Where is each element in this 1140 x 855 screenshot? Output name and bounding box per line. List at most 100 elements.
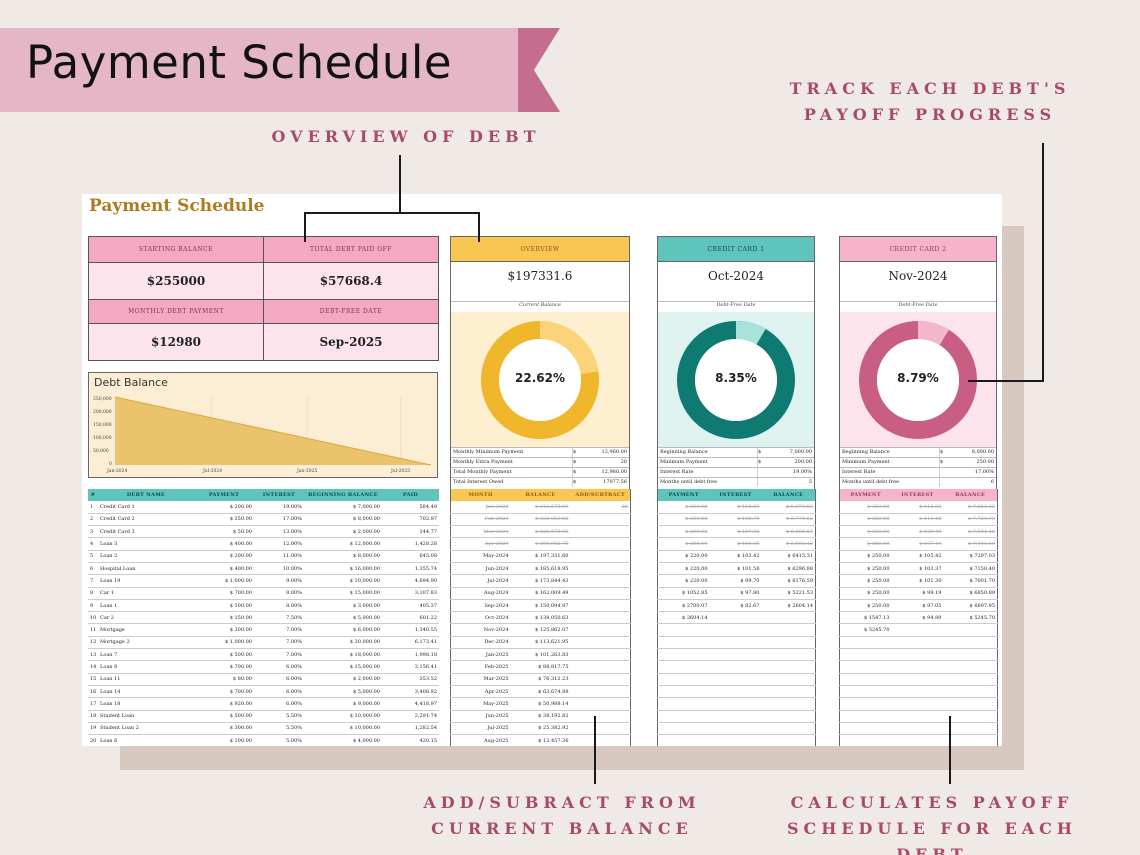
- table-cell: $ 250.00: [839, 599, 892, 613]
- sheet-title: Payment Schedule: [89, 196, 265, 216]
- table-cell: [891, 660, 944, 674]
- table-cell: 584.49: [382, 501, 439, 514]
- callout-line: [304, 212, 306, 242]
- column-header: BEGINNING BALANCE: [308, 492, 378, 498]
- debt-balance-chart-svg: 250,000 200,000 150,000 100,000 50,000 0…: [93, 396, 432, 474]
- table-cell: $ 7297.03: [943, 550, 998, 563]
- table-cell[interactable]: [570, 734, 631, 746]
- table-cell: 12: [88, 636, 98, 650]
- table-row: $ 200.00 $ 105.45 $ 6,592.12: [657, 537, 816, 551]
- table-cell: $ 82.67: [709, 599, 762, 613]
- callout-add: ADD/SUBRACT FROM CURRENT BALANCE: [412, 790, 712, 842]
- table-cell: [839, 673, 892, 686]
- table-cell[interactable]: [570, 710, 631, 723]
- table-cell: 645.08: [382, 550, 439, 563]
- total-paid-label: TOTAL DEBT PAID OFF: [263, 236, 439, 263]
- table-cell: $ 38,192.82: [510, 710, 571, 723]
- table-cell: [709, 673, 762, 686]
- table-cell: $ 7001.70: [943, 574, 998, 588]
- table-row: $ 250.00 $ 111.40 $ 7,724.73: [839, 513, 998, 527]
- credit-card-1-panel: CREDIT CARD 1 Oct-2024 Debt-Free Date 8.…: [657, 236, 815, 490]
- stat-currency: $: [758, 449, 762, 455]
- table-cell: Nov-2024: [450, 623, 511, 637]
- table-cell: $ 3,000.00: [304, 599, 382, 613]
- table-row: May-2024 $ 197,331.60: [450, 550, 631, 563]
- table-cell: $ 101.30: [891, 574, 944, 588]
- table-cell[interactable]: [570, 660, 631, 674]
- table-cell: [839, 722, 892, 736]
- x-tick-label: Jan-2025: [296, 468, 317, 474]
- spreadsheet: Payment Schedule STARTING BALANCE TOTAL …: [82, 194, 1002, 746]
- table-cell: [891, 734, 944, 746]
- table-cell[interactable]: [570, 537, 631, 551]
- table-row: [657, 697, 816, 711]
- month-table-header: MONTH BALANCE ADD/SUBTRACT: [450, 489, 631, 501]
- table-cell: Aug-2024: [450, 587, 511, 600]
- table-row: Jan-2024 $ 243,575.09 20: [450, 501, 631, 514]
- table-cell[interactable]: [570, 562, 631, 576]
- table-row: 1 Credit Card 1 $ 200.00 19.00% $ 7,000.00 58…: [88, 501, 439, 514]
- title-banner: [0, 28, 528, 112]
- table-cell: 15: [88, 673, 98, 686]
- stat-row: Minimum Payment $200.00: [658, 457, 814, 467]
- table-row: [839, 710, 998, 723]
- table-cell: [891, 648, 944, 662]
- table-cell: $ 101.58: [709, 562, 762, 576]
- table-cell: $ 200.00: [657, 525, 710, 539]
- table-cell: $ 2604.14: [657, 611, 710, 625]
- table-cell: $ 107.02: [709, 525, 762, 539]
- debt-free-value: Sep-2025: [263, 323, 439, 361]
- table-cell: [761, 636, 816, 650]
- table-cell: $ 50.00: [194, 525, 254, 539]
- table-row: $ 220.00 $ 101.58 $ 6296.88: [657, 562, 816, 576]
- table-row: 4 Loan 3 $ 400.00 12.00% $ 12,000.00 1,428.28: [88, 537, 439, 551]
- table-cell[interactable]: [570, 722, 631, 736]
- table-cell: [657, 722, 710, 736]
- table-cell[interactable]: [570, 550, 631, 563]
- table-cell[interactable]: [570, 513, 631, 527]
- table-row: 8 Car 1 $ 700.00 8.00% $ 15,000.00 3,107.83: [88, 587, 439, 600]
- table-cell[interactable]: [570, 623, 631, 637]
- table-cell[interactable]: [570, 599, 631, 613]
- table-cell[interactable]: [570, 648, 631, 662]
- stat-label: Minimum Payment: [840, 458, 940, 467]
- table-cell: 16: [88, 685, 98, 699]
- table-cell[interactable]: [570, 587, 631, 600]
- table-cell: [761, 710, 816, 723]
- table-cell: $ 6176.59: [761, 574, 816, 588]
- table-cell: $ 250.00: [194, 513, 254, 527]
- table-cell: [891, 685, 944, 699]
- table-cell: $ 6296.88: [761, 562, 816, 576]
- column-header: BALANCE: [773, 492, 804, 498]
- table-cell: $ 80.00: [194, 673, 254, 686]
- table-row: $ 2604.14: [657, 611, 816, 625]
- table-cell[interactable]: [570, 673, 631, 686]
- table-cell[interactable]: [570, 685, 631, 699]
- table-row: 19 Student Loan 2 $ 300.00 5.50% $ 10,000.00…: [88, 722, 439, 736]
- table-cell[interactable]: [570, 697, 631, 711]
- table-cell: 9.00%: [254, 574, 304, 588]
- table-cell[interactable]: [570, 611, 631, 625]
- table-row: [657, 722, 816, 736]
- table-row: $ 250.00 $ 103.37 $ 7150.40: [839, 562, 998, 576]
- stat-value: 6: [990, 479, 994, 485]
- table-cell: $ 5245.70: [943, 611, 998, 625]
- overview-header: OVERVIEW: [451, 237, 629, 262]
- monthly-payment-value: $12980: [88, 323, 264, 361]
- table-cell[interactable]: [570, 574, 631, 588]
- table-cell: $ 105.45: [709, 537, 762, 551]
- table-cell: $ 173,844.43: [510, 574, 571, 588]
- table-cell[interactable]: [570, 636, 631, 650]
- column-header: MONTH: [468, 492, 493, 498]
- table-cell: [761, 697, 816, 711]
- stat-value: 12,980.00: [601, 469, 627, 475]
- table-cell: Loan 1: [98, 599, 194, 613]
- table-cell[interactable]: 20: [570, 501, 631, 514]
- table-row: $ 1547.13 $ 94.89 $ 5245.70: [839, 611, 998, 625]
- table-row: [839, 685, 998, 699]
- table-cell[interactable]: [570, 525, 631, 539]
- table-cell: $ 7,724.73: [943, 513, 998, 527]
- column-header: INTEREST: [901, 492, 934, 498]
- table-cell: $ 8,000.00: [304, 513, 382, 527]
- table-cell: $ 63,674.98: [510, 685, 571, 699]
